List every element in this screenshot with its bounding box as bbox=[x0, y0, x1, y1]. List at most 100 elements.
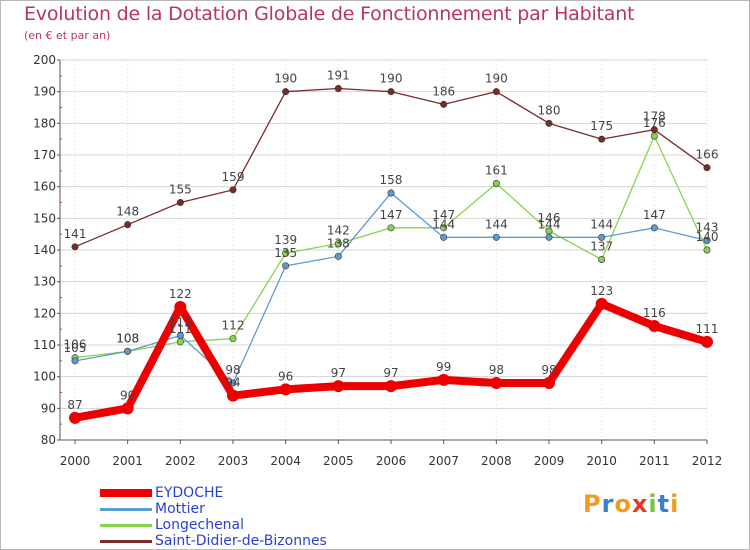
data-label-mottier: 98 bbox=[225, 363, 240, 377]
x-tick-label: 2008 bbox=[481, 454, 512, 468]
legend-label-mottier: Mottier bbox=[155, 501, 205, 517]
legend-label-eydoche: EYDOCHE bbox=[155, 485, 224, 501]
data-label-eydoche: 97 bbox=[331, 366, 346, 380]
data-point-eydoche bbox=[648, 320, 661, 332]
data-label-saint-didier-de-bizonnes: 178 bbox=[643, 110, 666, 124]
chart-title: Evolution de la Dotation Globale de Fonc… bbox=[24, 3, 635, 25]
data-point-longechenal bbox=[492, 180, 500, 188]
logo-letter: o bbox=[614, 490, 632, 518]
data-point-eydoche bbox=[543, 377, 555, 389]
data-label-mottier: 113 bbox=[169, 316, 192, 330]
data-label-mottier: 144 bbox=[538, 217, 561, 231]
chart-subtitle: (en € et par an) bbox=[24, 29, 111, 42]
data-label-mottier: 108 bbox=[116, 331, 139, 345]
logo-letter: t bbox=[657, 490, 671, 518]
data-label-mottier: 105 bbox=[64, 341, 87, 355]
y-tick-label: 80 bbox=[41, 433, 56, 447]
data-label-saint-didier-de-bizonnes: 190 bbox=[485, 72, 508, 86]
data-label-mottier: 144 bbox=[432, 217, 455, 231]
x-tick-label: 2005 bbox=[323, 454, 354, 468]
legend-label-longechenal: Longechenal bbox=[155, 517, 245, 533]
y-tick-label: 170 bbox=[33, 148, 56, 162]
x-tick-label: 2011 bbox=[639, 454, 670, 468]
data-point-saint-didier-de-bizonnes bbox=[440, 100, 448, 108]
data-point-mottier bbox=[282, 262, 290, 270]
data-point-longechenal bbox=[440, 224, 448, 232]
data-label-eydoche: 116 bbox=[643, 306, 666, 320]
data-label-saint-didier-de-bizonnes: 190 bbox=[380, 72, 403, 86]
data-point-mottier bbox=[598, 233, 606, 241]
data-label-eydoche: 98 bbox=[489, 363, 504, 377]
data-label-eydoche: 96 bbox=[278, 369, 293, 383]
data-label-mottier: 158 bbox=[380, 173, 403, 187]
logo-letter: i bbox=[648, 490, 658, 518]
data-label-longechenal: 139 bbox=[274, 233, 297, 247]
data-label-longechenal: 161 bbox=[485, 164, 508, 178]
legend-swatch-eydoche bbox=[100, 489, 152, 497]
data-label-saint-didier-de-bizonnes: 175 bbox=[590, 119, 613, 133]
data-point-mottier bbox=[703, 237, 711, 245]
y-tick-label: 90 bbox=[41, 401, 56, 415]
data-label-mottier: 143 bbox=[696, 221, 719, 235]
logo-letter: x bbox=[631, 490, 649, 518]
proxiti-logo: Proxiti bbox=[583, 490, 679, 518]
data-label-longechenal: 140 bbox=[696, 230, 719, 244]
data-point-mottier bbox=[387, 189, 395, 197]
data-label-mottier: 144 bbox=[485, 217, 508, 231]
data-point-mottier bbox=[440, 233, 448, 241]
data-label-eydoche: 122 bbox=[169, 287, 192, 301]
data-label-mottier: 135 bbox=[274, 246, 297, 260]
data-point-saint-didier-de-bizonnes bbox=[703, 164, 711, 172]
x-tick-label: 2003 bbox=[218, 454, 249, 468]
data-point-mottier bbox=[71, 357, 79, 365]
data-label-longechenal: 112 bbox=[222, 319, 245, 333]
data-point-eydoche bbox=[174, 301, 187, 313]
y-tick-label: 110 bbox=[33, 338, 56, 352]
x-tick-label: 2007 bbox=[428, 454, 459, 468]
x-tick-label: 2000 bbox=[60, 454, 91, 468]
data-point-saint-didier-de-bizonnes bbox=[71, 243, 79, 251]
x-tick-label: 2012 bbox=[692, 454, 723, 468]
data-point-eydoche bbox=[279, 383, 292, 396]
data-point-mottier bbox=[492, 233, 500, 241]
logo-letter: P bbox=[583, 490, 602, 518]
data-label-saint-didier-de-bizonnes: 141 bbox=[64, 227, 87, 241]
x-tick-label: 2004 bbox=[270, 454, 301, 468]
data-label-longechenal: 111 bbox=[169, 322, 192, 336]
data-point-longechenal bbox=[703, 246, 711, 254]
data-label-saint-didier-de-bizonnes: 186 bbox=[432, 84, 455, 98]
data-point-longechenal bbox=[387, 224, 395, 232]
data-point-saint-didier-de-bizonnes bbox=[334, 85, 342, 93]
data-point-saint-didier-de-bizonnes bbox=[124, 221, 132, 229]
data-label-longechenal: 146 bbox=[538, 211, 561, 225]
data-label-eydoche: 90 bbox=[120, 388, 135, 402]
data-point-eydoche bbox=[595, 297, 608, 310]
legend-label-saint-didier: Saint-Didier-de-Bizonnes bbox=[155, 533, 327, 549]
x-tick-label: 2002 bbox=[165, 454, 196, 468]
data-point-eydoche bbox=[69, 411, 81, 424]
legend-swatch-saint-didier bbox=[100, 540, 152, 543]
data-point-saint-didier-de-bizonnes bbox=[545, 119, 553, 127]
data-label-longechenal: 137 bbox=[590, 240, 613, 254]
y-tick-label: 160 bbox=[33, 180, 56, 194]
data-point-eydoche bbox=[227, 389, 239, 402]
data-point-longechenal bbox=[334, 240, 342, 248]
data-label-mottier: 138 bbox=[327, 236, 350, 250]
data-label-eydoche: 99 bbox=[436, 360, 451, 374]
data-point-longechenal bbox=[229, 335, 237, 343]
data-point-saint-didier-de-bizonnes bbox=[282, 88, 290, 96]
y-tick-label: 180 bbox=[33, 116, 56, 130]
data-point-eydoche bbox=[121, 402, 134, 415]
x-tick-label: 2006 bbox=[376, 454, 407, 468]
data-label-saint-didier-de-bizonnes: 148 bbox=[116, 205, 139, 219]
x-tick-label: 2010 bbox=[586, 454, 617, 468]
data-label-mottier: 147 bbox=[643, 208, 666, 222]
data-label-longechenal: 147 bbox=[380, 208, 403, 222]
data-label-longechenal: 142 bbox=[327, 224, 350, 238]
data-label-saint-didier-de-bizonnes: 166 bbox=[696, 148, 719, 162]
data-point-longechenal bbox=[598, 255, 606, 263]
data-label-eydoche: 87 bbox=[67, 398, 82, 412]
data-label-saint-didier-de-bizonnes: 180 bbox=[538, 103, 561, 117]
data-point-saint-didier-de-bizonnes bbox=[598, 135, 606, 143]
